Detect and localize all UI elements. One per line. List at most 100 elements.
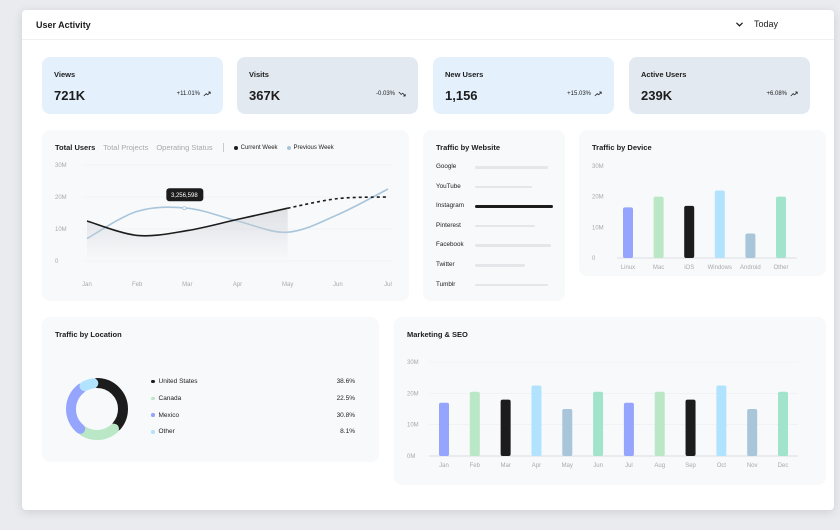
bar — [714, 190, 725, 258]
website-traffic-bar — [475, 283, 548, 287]
page-title: User Activity — [36, 20, 91, 30]
trend-up-icon — [790, 91, 798, 97]
legend-dot — [151, 430, 155, 434]
page-header: User Activity Today — [22, 10, 834, 40]
stat-label: Views — [54, 70, 76, 79]
stat-value: 1,156 — [445, 88, 478, 103]
date-range-dropdown[interactable]: Today — [735, 19, 778, 29]
x-tick-label: Oct — [717, 463, 727, 469]
trend-up-icon — [594, 91, 602, 97]
location-name: Mexico — [158, 411, 180, 419]
x-tick-label: Linux — [621, 265, 635, 271]
website-label: Tumblr — [436, 280, 456, 288]
location-legend-item: United States — [151, 378, 198, 385]
stat-change: -0.03% — [376, 91, 406, 97]
y-tick-label: 20M — [592, 195, 604, 201]
stat-change-text: -0.03% — [375, 91, 395, 97]
legend-label: Previous Week — [293, 144, 334, 151]
card-title: Traffic by Website — [436, 143, 501, 152]
tooltip-point — [182, 206, 187, 211]
x-tick-label: Jan — [439, 463, 449, 469]
y-tick-label: 0M — [407, 454, 415, 460]
bar — [745, 233, 756, 258]
location-percentage: 22.5% — [336, 394, 355, 402]
location-legend-item: Other — [151, 428, 175, 435]
stat-change-text: +6.08% — [766, 91, 787, 97]
x-tick-label: Jul — [384, 282, 392, 288]
stat-change-text: +11.01% — [176, 91, 200, 97]
marketing-seo-chart: 0M 10M 20M 30M Jan Feb Mar Apr May Jun Jul Aug Sep Oc… — [407, 360, 798, 469]
location-legend-item: Canada — [151, 395, 181, 402]
x-tick-label: Apr — [233, 282, 242, 288]
stat-value: 721K — [54, 88, 86, 103]
x-tick-label: Other — [773, 265, 788, 271]
x-tick-label: iOS — [684, 265, 694, 271]
website-label: Twitter — [436, 261, 455, 268]
stat-card-views: Views 721K +11.01% — [42, 57, 223, 114]
current-week-line — [86, 207, 288, 237]
bar — [716, 385, 727, 456]
total-users-line-chart: 0 10M 20M 30M Jan Feb Mar Apr May Jun Jul 3,256,598 — [55, 163, 394, 288]
location-name: United States — [158, 378, 198, 385]
traffic-by-website-card: Traffic by Website Google YouTube Instagra… — [423, 130, 565, 301]
x-tick-label: May — [282, 282, 293, 288]
website-label: Facebook — [436, 241, 464, 249]
x-tick-label: Android — [740, 265, 761, 271]
x-tick-label: Jun — [333, 282, 343, 288]
bar — [778, 391, 788, 456]
bar — [776, 196, 786, 258]
legend-label: Current Week — [240, 144, 278, 151]
y-tick-label: 30M — [55, 163, 67, 169]
tab-total-projects[interactable]: Total Projects — [103, 143, 149, 152]
x-tick-label: Windows — [708, 265, 732, 271]
website-traffic-bar — [475, 205, 553, 208]
x-tick-label: Dec — [778, 463, 789, 469]
tooltip-value: 3,256,598 — [171, 193, 198, 199]
tab-operating-status[interactable]: Operating Status — [156, 143, 213, 152]
stat-card-active-users: Active Users 239K +6.08% — [629, 57, 810, 114]
card-title: Traffic by Location — [55, 330, 122, 339]
stat-card-new-users: New Users 1,156 +15.03% — [433, 57, 614, 114]
bar — [531, 385, 542, 456]
donut-slice — [66, 378, 128, 440]
website-label: Google — [436, 163, 457, 170]
x-tick-label: Mac — [653, 265, 664, 271]
stat-change: +15.03% — [567, 91, 602, 97]
bar — [562, 409, 573, 456]
traffic-by-device-card: Traffic by Device 0 10M 20M 30M Linux Mac iOS W… — [579, 130, 826, 276]
stat-change-text: +15.03% — [567, 91, 591, 97]
tab-total-users[interactable]: Total Users — [55, 143, 96, 152]
website-label: YouTube — [436, 182, 461, 190]
x-tick-label: Mar — [500, 463, 510, 469]
y-tick-label: 20M — [407, 391, 419, 397]
dashboard-window: User Activity Today Views 721K +11.01% V… — [22, 10, 834, 510]
website-traffic-bar — [475, 244, 551, 247]
website-label: Pinterest — [436, 221, 461, 229]
y-tick-label: 10M — [592, 225, 604, 231]
y-tick-label: 10M — [407, 423, 419, 429]
location-percentage: 38.6% — [336, 378, 355, 385]
bar — [684, 205, 695, 258]
trend-down-icon — [398, 91, 406, 97]
marketing-seo-card: Marketing & SEO 0M 10M 20M 30M Jan Feb Mar Apr M… — [394, 317, 826, 485]
stat-card-visits: Visits 367K -0.03% — [237, 57, 418, 114]
x-tick-label: Feb — [470, 463, 481, 469]
traffic-by-device-chart: 0 10M 20M 30M Linux Mac iOS Windows Android Other — [592, 164, 797, 271]
date-range-label: Today — [754, 19, 779, 29]
website-traffic-bar — [475, 224, 536, 228]
tab-divider — [222, 143, 224, 152]
bar — [747, 409, 758, 456]
chevron-down-icon — [736, 22, 743, 27]
x-tick-label: Jun — [593, 463, 603, 469]
legend-dot — [151, 379, 155, 384]
x-tick-label: Mar — [182, 282, 192, 288]
location-name: Canada — [158, 394, 182, 402]
y-tick-label: 0 — [55, 259, 59, 265]
stat-label: New Users — [445, 70, 484, 79]
x-tick-label: Sep — [685, 463, 696, 469]
current-week-area — [87, 208, 288, 261]
donut-slice — [66, 378, 128, 440]
legend-dot — [151, 413, 155, 417]
total-users-card: Total Users Total Projects Operating Sta… — [42, 130, 409, 301]
stat-value: 367K — [249, 88, 281, 103]
